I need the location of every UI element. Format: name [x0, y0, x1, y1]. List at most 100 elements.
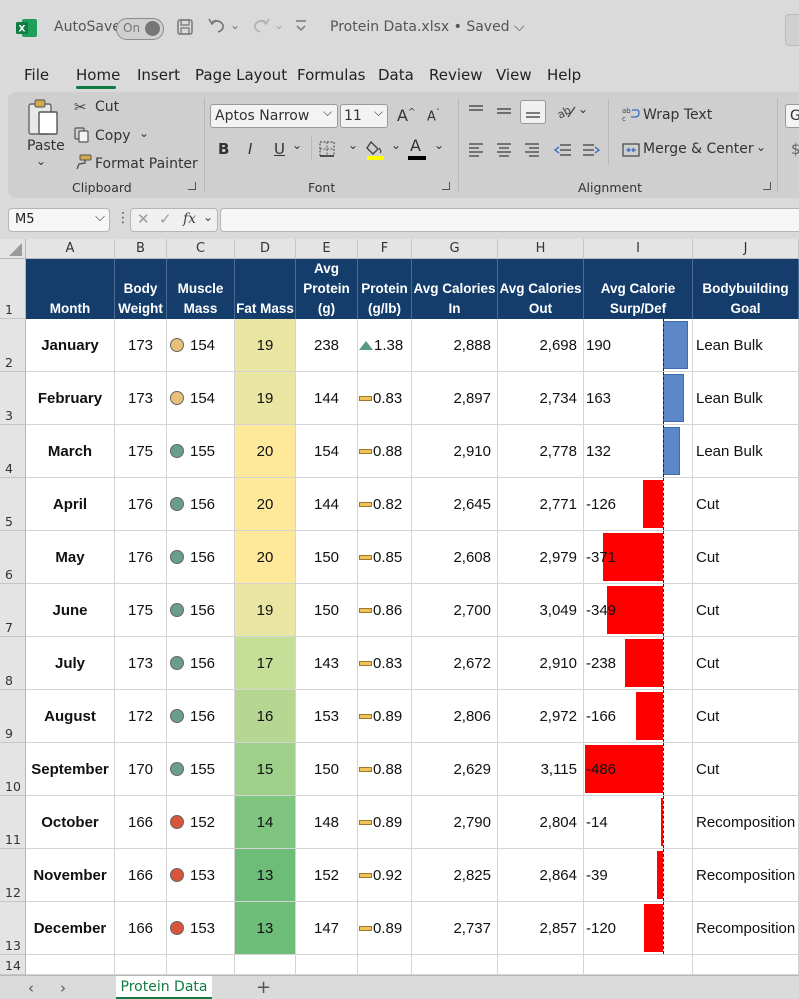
row-header-13[interactable]: 13: [0, 902, 26, 955]
avg-protein-cell[interactable]: 150: [296, 743, 358, 796]
copy-button[interactable]: Copy: [95, 128, 131, 144]
protein-ratio-cell[interactable]: 0.88: [358, 743, 412, 796]
previous-sheet-icon[interactable]: ‹: [28, 979, 34, 997]
format-painter-icon[interactable]: [74, 154, 92, 174]
muscle-mass-cell[interactable]: 155: [167, 743, 235, 796]
name-box[interactable]: M5 ⌵: [8, 208, 110, 232]
column-header-a[interactable]: A: [26, 239, 115, 259]
header-cell-b[interactable]: Body Weight: [115, 259, 167, 319]
middle-align-icon[interactable]: [496, 104, 512, 118]
fat-mass-cell[interactable]: 20: [235, 425, 296, 478]
column-header-i[interactable]: I: [584, 239, 693, 259]
font-color-dropdown-icon[interactable]: ⌄: [434, 138, 445, 152]
empty-cell[interactable]: [167, 955, 235, 975]
calories-in-cell[interactable]: 2,888: [412, 319, 498, 372]
row-header-9[interactable]: 9: [0, 690, 26, 743]
body-weight-cell[interactable]: 173: [115, 637, 167, 690]
tab-help[interactable]: Help: [547, 66, 582, 84]
body-weight-cell[interactable]: 173: [115, 319, 167, 372]
calories-out-cell[interactable]: 2,979: [498, 531, 584, 584]
shrink-font-button[interactable]: Aˇ: [427, 108, 440, 125]
align-right-icon[interactable]: [524, 142, 540, 158]
calorie-surplus-cell[interactable]: -238: [584, 637, 693, 690]
protein-ratio-cell[interactable]: 1.38: [358, 319, 412, 372]
align-center-icon[interactable]: [496, 142, 512, 158]
column-header-d[interactable]: D: [235, 239, 296, 259]
calories-in-cell[interactable]: 2,806: [412, 690, 498, 743]
font-launcher-icon[interactable]: [442, 182, 450, 190]
month-cell[interactable]: July: [26, 637, 115, 690]
fat-mass-cell[interactable]: 13: [235, 902, 296, 955]
number-format-select[interactable]: G: [785, 104, 799, 128]
fat-mass-cell[interactable]: 19: [235, 584, 296, 637]
header-cell-c[interactable]: Muscle Mass: [167, 259, 235, 319]
body-weight-cell[interactable]: 166: [115, 849, 167, 902]
tab-view[interactable]: View: [496, 66, 532, 84]
empty-cell[interactable]: [296, 955, 358, 975]
calories-out-cell[interactable]: 2,778: [498, 425, 584, 478]
row-header-14[interactable]: 14: [0, 955, 26, 975]
empty-cell[interactable]: [358, 955, 412, 975]
header-cell-i[interactable]: Avg Calorie Surp/Def: [584, 259, 693, 319]
fat-mass-cell[interactable]: 19: [235, 372, 296, 425]
month-cell[interactable]: January: [26, 319, 115, 372]
tab-formulas[interactable]: Formulas: [297, 66, 366, 84]
cancel-icon[interactable]: ✕: [137, 210, 150, 228]
calories-in-cell[interactable]: 2,825: [412, 849, 498, 902]
empty-cell[interactable]: [693, 955, 799, 975]
row-header-12[interactable]: 12: [0, 849, 26, 902]
fat-mass-cell[interactable]: 15: [235, 743, 296, 796]
avg-protein-cell[interactable]: 154: [296, 425, 358, 478]
column-header-c[interactable]: C: [167, 239, 235, 259]
fat-mass-cell[interactable]: 16: [235, 690, 296, 743]
month-cell[interactable]: April: [26, 478, 115, 531]
undo-dropdown-icon[interactable]: ⌄: [230, 18, 241, 32]
calories-in-cell[interactable]: 2,737: [412, 902, 498, 955]
autosave-toggle[interactable]: On: [116, 18, 164, 40]
calories-in-cell[interactable]: 2,700: [412, 584, 498, 637]
calories-out-cell[interactable]: 2,910: [498, 637, 584, 690]
protein-ratio-cell[interactable]: 0.89: [358, 796, 412, 849]
increase-indent-icon[interactable]: [582, 142, 600, 158]
sheet-tab-protein-data[interactable]: Protein Data: [116, 976, 212, 999]
protein-ratio-cell[interactable]: 0.82: [358, 478, 412, 531]
row-header-4[interactable]: 4: [0, 425, 26, 478]
body-weight-cell[interactable]: 172: [115, 690, 167, 743]
month-cell[interactable]: February: [26, 372, 115, 425]
calorie-surplus-cell[interactable]: 163: [584, 372, 693, 425]
muscle-mass-cell[interactable]: 156: [167, 637, 235, 690]
body-weight-cell[interactable]: 176: [115, 478, 167, 531]
tab-file[interactable]: File: [24, 66, 50, 84]
calories-out-cell[interactable]: 3,049: [498, 584, 584, 637]
tab-home[interactable]: Home: [76, 66, 121, 84]
select-all-button[interactable]: [0, 239, 26, 259]
header-cell-d[interactable]: Fat Mass: [235, 259, 296, 319]
add-sheet-button[interactable]: +: [256, 977, 272, 998]
next-sheet-icon[interactable]: ›: [60, 979, 66, 997]
month-cell[interactable]: October: [26, 796, 115, 849]
calories-in-cell[interactable]: 2,897: [412, 372, 498, 425]
header-cell-e[interactable]: Avg Protein (g): [296, 259, 358, 319]
insert-function-button[interactable]: fx: [183, 211, 197, 227]
bodybuilding-goal-cell[interactable]: Lean Bulk: [693, 372, 799, 425]
empty-cell[interactable]: [115, 955, 167, 975]
bodybuilding-goal-cell[interactable]: Lean Bulk: [693, 319, 799, 372]
month-cell[interactable]: December: [26, 902, 115, 955]
formula-expand-icon[interactable]: ⌄: [203, 210, 214, 224]
protein-ratio-cell[interactable]: 0.83: [358, 637, 412, 690]
row-header-8[interactable]: 8: [0, 637, 26, 690]
save-icon[interactable]: [176, 18, 194, 40]
tab-review[interactable]: Review: [429, 66, 483, 84]
cut-button[interactable]: Cut: [95, 99, 120, 115]
calories-in-cell[interactable]: 2,910: [412, 425, 498, 478]
column-header-h[interactable]: H: [498, 239, 584, 259]
column-header-j[interactable]: J: [693, 239, 799, 259]
calorie-surplus-cell[interactable]: -371: [584, 531, 693, 584]
bodybuilding-goal-cell[interactable]: Cut: [693, 637, 799, 690]
fat-mass-cell[interactable]: 20: [235, 531, 296, 584]
decrease-indent-icon[interactable]: [554, 142, 572, 158]
row-header-7[interactable]: 7: [0, 584, 26, 637]
header-cell-h[interactable]: Avg Calories Out: [498, 259, 584, 319]
body-weight-cell[interactable]: 176: [115, 531, 167, 584]
merge-center-icon[interactable]: [622, 142, 640, 158]
